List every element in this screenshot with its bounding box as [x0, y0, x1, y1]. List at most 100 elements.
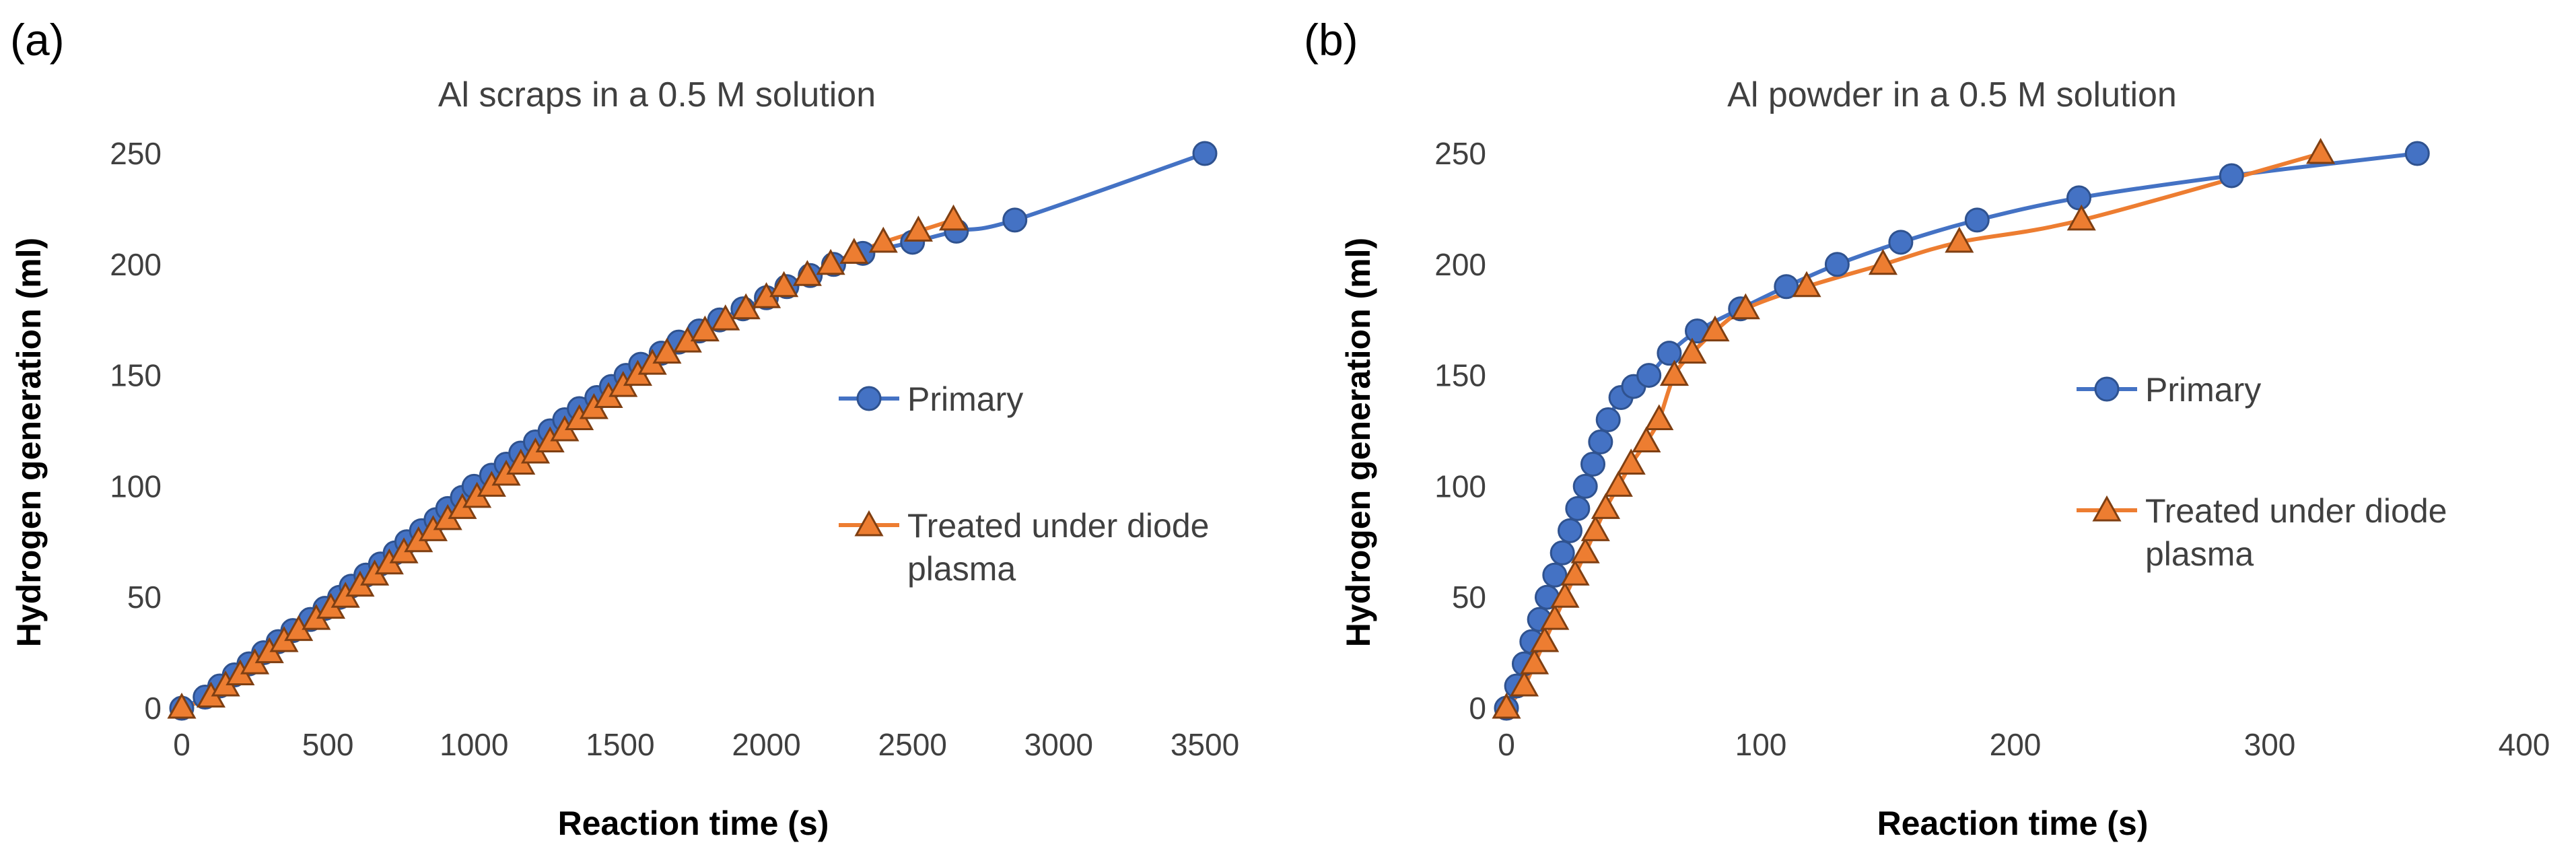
- legend-marker-treated-b: [2092, 495, 2122, 522]
- legend-a: Primary Treated under diode plasma: [839, 380, 1218, 588]
- data-point-treated-a: [868, 226, 898, 253]
- data-point-treated-b: [2066, 204, 2096, 231]
- data-point-treated-a: [652, 337, 682, 364]
- legend-label-treated-a-line2: plasma: [907, 550, 1016, 588]
- data-point-treated-b: [1540, 604, 1570, 630]
- data-point-treated-b: [1509, 670, 1539, 697]
- x-tick-label-b: 0: [1498, 727, 1515, 762]
- data-point-treated-b: [1731, 293, 1760, 320]
- data-point-treated-b: [1659, 359, 1690, 386]
- data-point-primary-b: [2219, 163, 2244, 188]
- data-point-primary-b: [1888, 230, 1914, 255]
- data-point-primary-b: [1824, 252, 1850, 277]
- x-tick-label-b: 200: [1990, 727, 2042, 762]
- x-tick-label-b: 300: [2244, 727, 2296, 762]
- plot-area-b: 0 50 100 150 200 250 0 100 200 300 400: [1434, 136, 2550, 762]
- chart-title-b: Al powder in a 0.5 M solution: [1727, 75, 2177, 114]
- data-point-treated-a: [167, 692, 197, 719]
- chart-title-a: Al scraps in a 0.5 M solution: [438, 75, 876, 114]
- data-point-primary-b: [1542, 562, 1568, 588]
- y-tick-label-a: 150: [110, 358, 162, 393]
- data-point-treated-a: [903, 215, 933, 242]
- x-tick-label-a: 3000: [1024, 727, 1093, 762]
- data-point-treated-b: [1945, 226, 1974, 253]
- x-axis-title-b: Reaction time (s): [1877, 804, 2149, 842]
- y-tick-label-b: 0: [1469, 691, 1486, 726]
- legend-label-treated-a: Treated under diode plasma: [907, 507, 1218, 588]
- y-tick-label-a: 250: [110, 136, 162, 171]
- legend-label-treated-b: Treated under diode plasma: [2145, 492, 2456, 573]
- data-point-primary-b: [1774, 274, 1799, 300]
- legend-label-primary-a: Primary: [907, 380, 1023, 418]
- legend-b: Primary Treated under diode plasma: [2077, 371, 2456, 573]
- legend-label-treated-a-line1: Treated under diode: [907, 507, 1209, 545]
- y-tick-label-a: 100: [110, 469, 162, 504]
- data-point-treated-a: [711, 304, 740, 331]
- data-point-primary-b: [2404, 141, 2430, 166]
- x-tick-label-a: 2000: [732, 727, 800, 762]
- y-tick-label-b: 100: [1434, 469, 1486, 504]
- data-point-treated-a: [792, 260, 822, 286]
- data-point-treated-b: [1616, 448, 1646, 475]
- legend-marker-treated-a: [854, 510, 884, 537]
- data-point-treated-b: [1580, 515, 1610, 541]
- data-point-treated-a: [690, 315, 720, 342]
- data-point-treated-a: [731, 293, 761, 320]
- data-point-treated-b: [1700, 315, 1730, 342]
- x-axis-title-a: Reaction time (s): [558, 804, 829, 842]
- data-point-treated-b: [2306, 137, 2336, 164]
- panel-label-b: (b): [1304, 15, 1358, 65]
- data-point-treated-b: [1603, 471, 1633, 497]
- data-point-treated-b: [1520, 648, 1550, 675]
- data-point-treated-b: [1868, 248, 1898, 275]
- y-axis-title-b: Hydrogen generation (ml): [1339, 238, 1377, 647]
- data-point-primary-b: [1550, 540, 1575, 565]
- x-tick-label-a: 2500: [878, 727, 947, 762]
- data-point-treated-b: [1792, 271, 1821, 298]
- chart-panel-a: (a) Al scraps in a 0.5 M solution Reacti…: [10, 15, 1239, 842]
- x-tick-label-a: 1000: [440, 727, 508, 762]
- data-point-primary-b: [1572, 473, 1598, 499]
- y-tick-label-b: 150: [1434, 358, 1486, 393]
- legend-label-treated-b-line2: plasma: [2145, 535, 2254, 573]
- chart-panel-b: (b) Al powder in a 0.5 M solution Reacti…: [1304, 15, 2550, 842]
- data-point-treated-a: [938, 204, 969, 231]
- y-tick-label-b: 50: [1452, 580, 1486, 615]
- data-point-treated-a: [816, 248, 845, 275]
- data-point-treated-b: [1550, 582, 1580, 608]
- data-point-primary-b: [1558, 518, 1582, 543]
- x-tick-label-b: 100: [1735, 727, 1787, 762]
- y-tick-label-a: 200: [110, 247, 162, 282]
- data-point-primary-b: [2066, 185, 2091, 211]
- x-tick-label-a: 500: [302, 727, 354, 762]
- data-point-treated-b: [1570, 537, 1600, 563]
- data-point-treated-b: [1560, 559, 1590, 586]
- data-point-primary-b: [1565, 495, 1591, 521]
- x-tick-label-a: 3500: [1171, 727, 1239, 762]
- x-tick-label-b: 400: [2499, 727, 2550, 762]
- y-tick-label-a: 0: [144, 691, 162, 726]
- y-tick-label-b: 250: [1434, 136, 1486, 171]
- data-point-primary-a: [1002, 207, 1028, 233]
- data-point-primary-b: [1595, 407, 1621, 433]
- y-axis-title-a: Hydrogen generation (ml): [10, 238, 48, 647]
- data-point-primary-b: [1657, 341, 1682, 366]
- data-point-primary-b: [1636, 363, 1662, 388]
- data-point-primary-b: [1588, 429, 1613, 454]
- data-point-treated-a: [769, 271, 799, 298]
- data-point-treated-b: [1591, 493, 1620, 519]
- data-point-treated-b: [1632, 426, 1661, 452]
- legend-marker-primary-b: [2094, 376, 2120, 402]
- data-point-treated-b: [1644, 404, 1674, 431]
- series-line-primary-a: [180, 151, 1206, 710]
- legend-label-primary-b: Primary: [2145, 371, 2261, 409]
- data-point-primary-b: [1580, 451, 1606, 477]
- y-tick-label-b: 200: [1434, 247, 1486, 282]
- panel-label-a: (a): [10, 15, 65, 65]
- x-tick-label-a: 0: [173, 727, 190, 762]
- x-tick-label-a: 1500: [586, 727, 654, 762]
- data-point-treated-a: [839, 238, 869, 264]
- data-point-primary-b: [1964, 207, 1990, 233]
